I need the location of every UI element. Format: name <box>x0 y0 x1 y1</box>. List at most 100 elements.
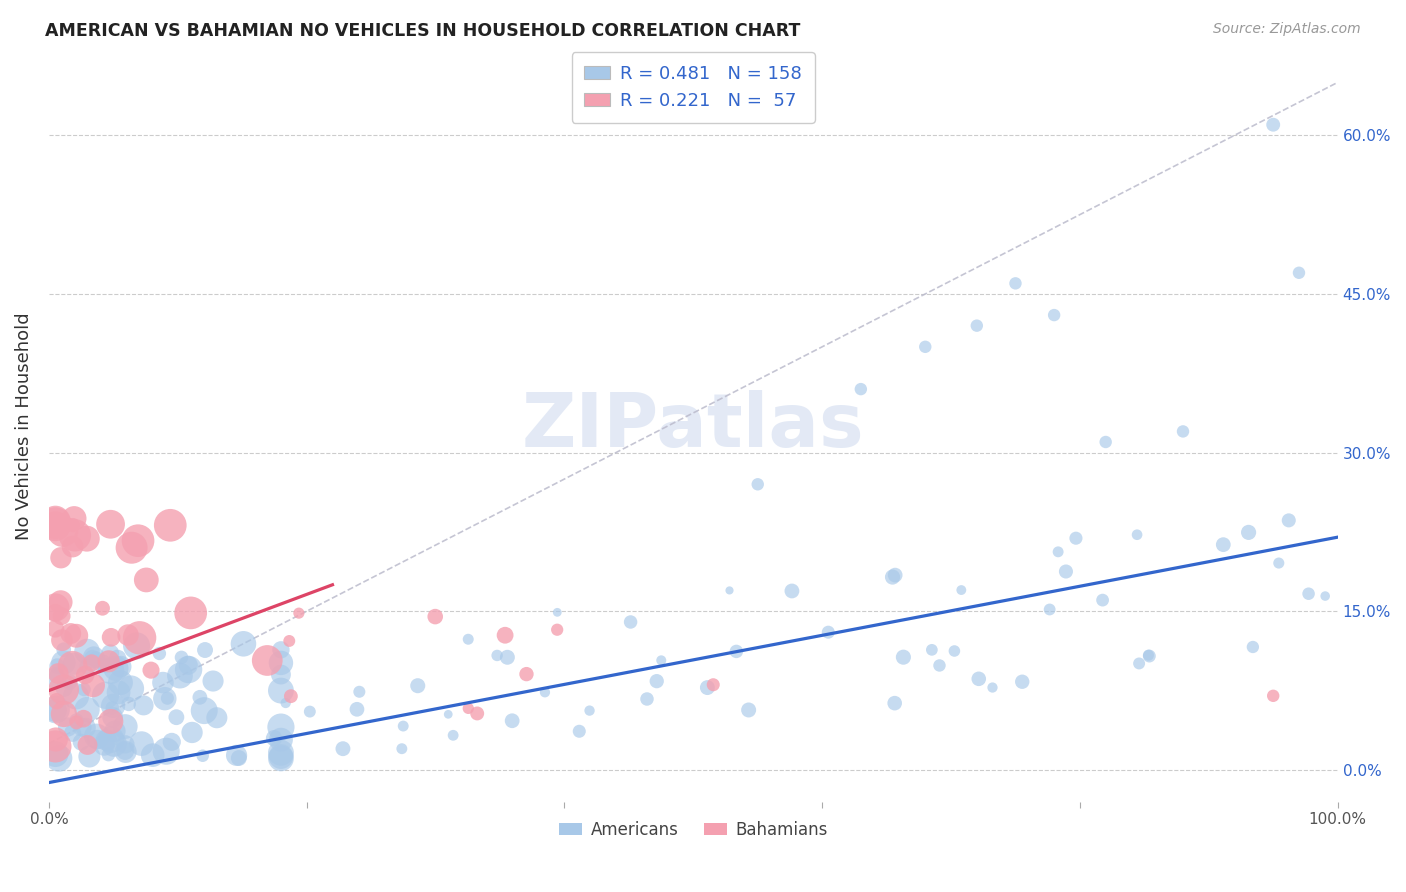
Point <box>101 698 124 713</box>
Point <box>1137 648 1160 663</box>
Point <box>110 659 132 673</box>
Point <box>104 661 127 675</box>
Point <box>62 540 84 554</box>
Point <box>645 674 668 689</box>
Point <box>56 720 79 734</box>
Point <box>160 735 183 749</box>
Point <box>96 733 118 747</box>
Point <box>117 628 139 642</box>
Point <box>391 741 413 756</box>
Point <box>270 720 292 734</box>
Point <box>270 732 292 747</box>
Point <box>44 513 66 527</box>
Point <box>152 675 174 690</box>
Point <box>718 583 741 598</box>
Point <box>70 735 93 749</box>
Point <box>72 720 94 734</box>
Point <box>1011 674 1033 689</box>
Point <box>702 678 724 692</box>
Point <box>45 702 67 716</box>
Point <box>425 609 447 624</box>
Point <box>1004 277 1026 291</box>
Point <box>62 726 84 740</box>
Point <box>696 681 718 695</box>
Point <box>84 652 107 666</box>
Point <box>501 714 523 728</box>
Point <box>159 518 181 533</box>
Point <box>494 628 516 642</box>
Point <box>1237 525 1260 540</box>
Point <box>107 685 129 699</box>
Point <box>62 518 84 533</box>
Point <box>1298 587 1320 601</box>
Point <box>620 615 643 629</box>
Point <box>546 623 568 637</box>
Point <box>486 648 509 663</box>
Point <box>52 706 75 721</box>
Point <box>1126 527 1149 541</box>
Point <box>188 690 211 705</box>
Point <box>437 707 460 722</box>
Point <box>65 714 87 728</box>
Point <box>97 654 120 668</box>
Point <box>578 704 600 718</box>
Point <box>44 739 66 754</box>
Legend: Americans, Bahamians: Americans, Bahamians <box>553 814 834 846</box>
Point <box>1171 425 1194 439</box>
Point <box>45 669 67 683</box>
Point <box>636 692 658 706</box>
Point <box>967 672 990 686</box>
Point <box>65 715 87 730</box>
Point <box>139 663 162 677</box>
Point <box>1047 545 1070 559</box>
Point <box>46 666 69 681</box>
Point <box>59 626 82 640</box>
Point <box>93 654 115 668</box>
Point <box>76 644 98 658</box>
Point <box>63 511 86 525</box>
Point <box>114 744 136 758</box>
Point <box>103 737 125 751</box>
Point <box>86 729 108 743</box>
Point <box>65 629 87 643</box>
Point <box>270 643 292 657</box>
Point <box>49 550 72 565</box>
Point <box>177 663 200 677</box>
Point <box>346 702 368 716</box>
Point <box>1137 648 1160 663</box>
Point <box>79 749 101 764</box>
Y-axis label: No Vehicles in Household: No Vehicles in Household <box>15 312 32 540</box>
Point <box>950 582 973 597</box>
Point <box>128 631 150 645</box>
Point <box>52 642 75 657</box>
Point <box>981 681 1004 695</box>
Point <box>737 703 759 717</box>
Point <box>392 719 415 733</box>
Point <box>45 694 67 708</box>
Point <box>52 524 75 539</box>
Point <box>270 667 292 681</box>
Point <box>288 606 311 620</box>
Text: Source: ZipAtlas.com: Source: ZipAtlas.com <box>1213 22 1361 37</box>
Point <box>546 605 568 619</box>
Point <box>406 679 429 693</box>
Point <box>53 681 76 696</box>
Point <box>298 705 321 719</box>
Point <box>104 724 127 739</box>
Point <box>44 606 66 620</box>
Point <box>76 738 98 752</box>
Point <box>270 749 292 764</box>
Point <box>177 658 200 673</box>
Point <box>44 516 66 531</box>
Point <box>515 667 537 681</box>
Point <box>232 637 254 651</box>
Point <box>86 732 108 747</box>
Point <box>943 644 966 658</box>
Point <box>101 710 124 724</box>
Point <box>52 682 75 697</box>
Point <box>62 658 84 673</box>
Point <box>1288 266 1310 280</box>
Point <box>93 738 115 752</box>
Point <box>725 644 748 658</box>
Point <box>72 712 94 726</box>
